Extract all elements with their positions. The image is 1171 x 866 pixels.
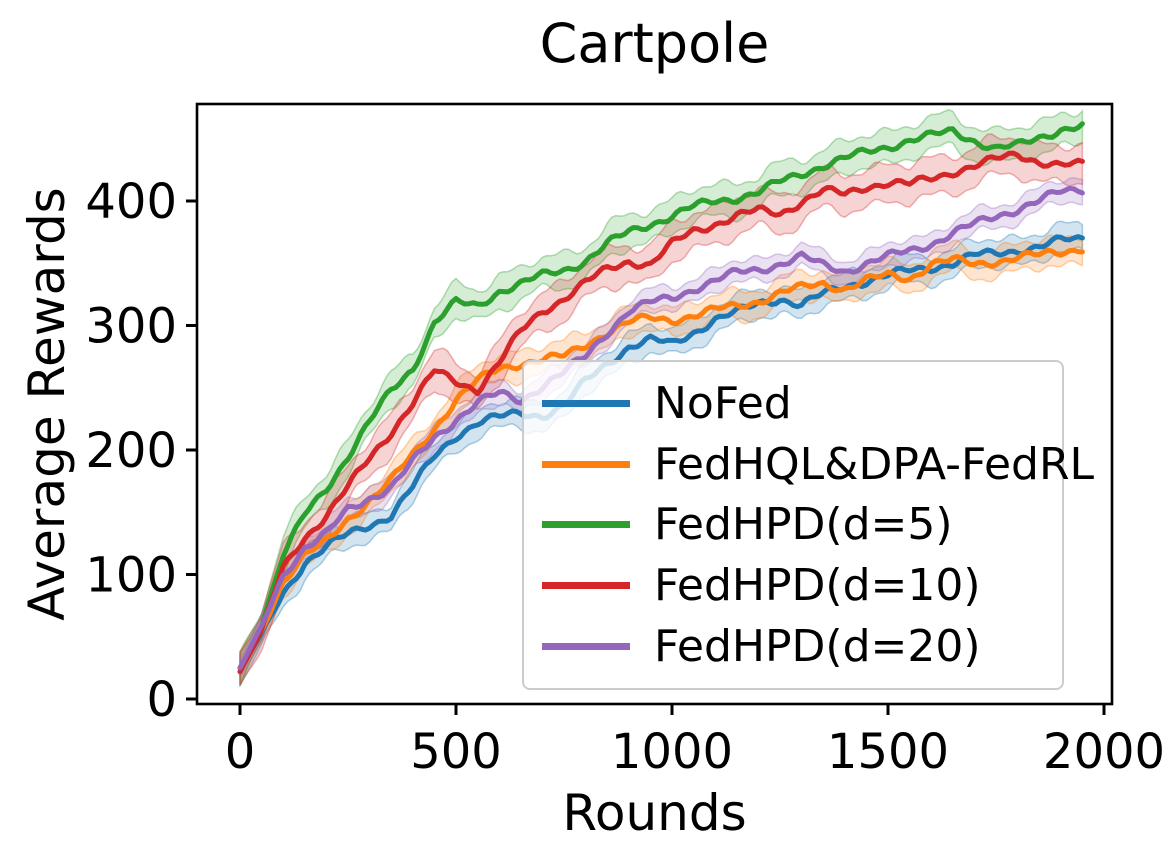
legend-item: FedHPD(d=20) [524,621,1062,672]
series-line-2 [237,247,1085,671]
series-line-1 [237,234,1085,671]
legend-item: NoFed [524,378,1062,429]
legend-swatch-icon [542,643,630,651]
series-line-3 [237,121,1085,675]
x-tick-label: 500 [410,724,502,780]
y-tick-label: 100 [85,548,177,604]
legend-item: FedHPD(d=10) [524,560,1062,611]
legend-label: FedHPD(d=10) [654,560,981,612]
x-axis-label: Rounds [562,784,747,842]
y-tick-label: 300 [85,299,177,355]
legend-swatch-icon [542,521,630,529]
axes-spines [195,102,1114,706]
legend-label: FedHPD(d=5) [654,499,953,551]
y-tick-label: 400 [85,174,177,230]
x-tick-label: 0 [225,724,256,780]
x-tick-label: 2000 [1043,724,1165,780]
legend-item: FedHQL&DPA-FedRL [524,439,1094,490]
legend: NoFed FedHQL&DPA-FedRL FedHPD(d=5) FedHPD(d… [522,360,1094,690]
legend-swatch-icon [542,582,630,590]
legend-label: FedHPD(d=20) [654,621,981,673]
legend-swatch-icon [542,399,630,407]
legend-label: NoFed [654,377,792,429]
y-tick-label: 0 [146,672,177,728]
series-band-3 [239,108,1084,687]
legend-swatch-icon [542,460,630,468]
x-tick-label: 1000 [611,724,733,780]
legend-label: FedHQL&DPA-FedRL [654,438,1095,490]
chart-title: Cartpole [539,12,770,75]
x-tick-label: 1500 [827,724,949,780]
series-line-5 [237,185,1085,671]
y-tick-label: 200 [85,423,177,479]
legend-item: FedHPD(d=5) [524,499,1062,550]
series-line-4 [237,150,1085,675]
